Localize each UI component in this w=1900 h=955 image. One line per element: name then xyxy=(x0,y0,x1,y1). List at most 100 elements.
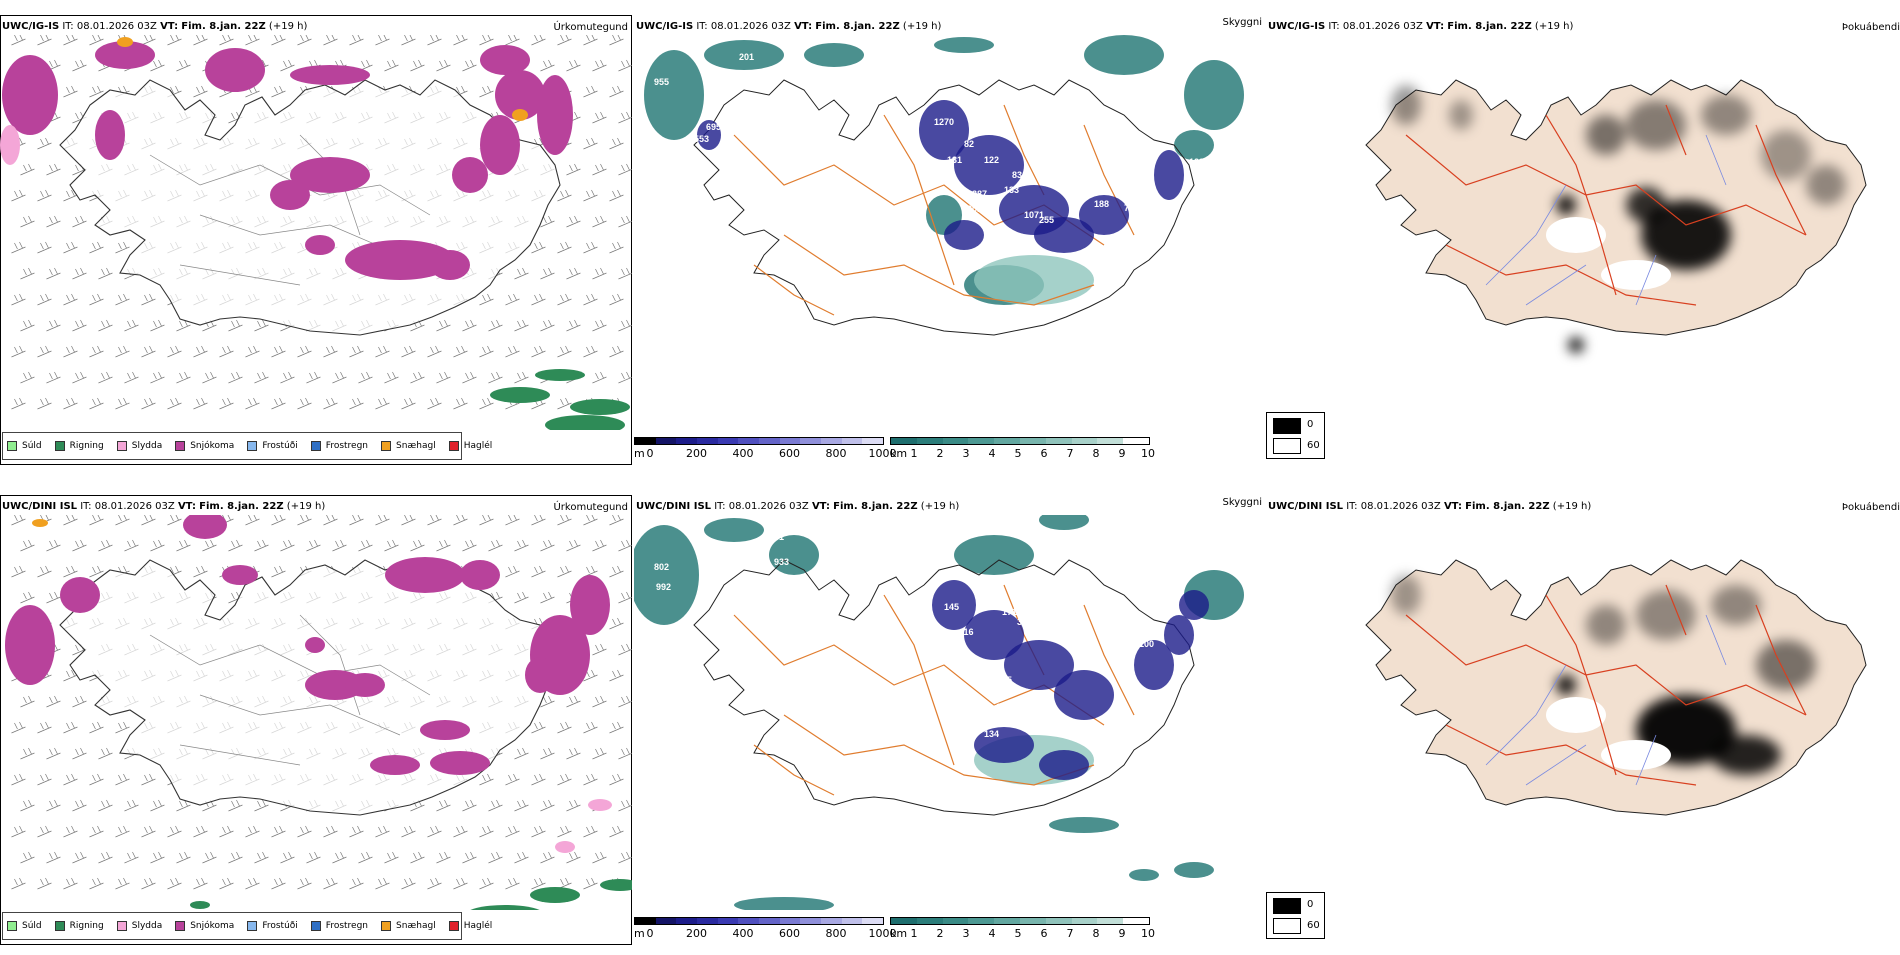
panel-header: UWC/DINI ISL IT: 08.01.2026 03Z VT: Fim.… xyxy=(1268,501,1591,513)
cloud-base-label: 123 xyxy=(1189,157,1204,167)
colorbar-unit: m xyxy=(634,447,645,460)
low-cloud-base-area xyxy=(1004,640,1074,690)
snow-area xyxy=(290,157,370,193)
panel-title-precip: Úrkomutegund xyxy=(553,502,628,513)
cloud-base-label: 116 xyxy=(959,627,974,637)
vt-value: Fim. 8.jan. 22Z xyxy=(815,21,900,32)
glacier xyxy=(1601,260,1671,290)
cloud-base-label: 1270 xyxy=(934,117,954,127)
vt-value: Fim. 8.jan. 22Z xyxy=(1447,21,1532,32)
it-value: 08.01.2026 03Z xyxy=(94,501,175,512)
legend-item: Snæhagl xyxy=(381,921,436,931)
colorbar-tick: 3 xyxy=(962,447,970,460)
roads xyxy=(149,614,431,766)
legend-swatch xyxy=(448,921,459,931)
visibility-area xyxy=(974,255,1094,305)
vt-value: Fim. 8.jan. 22Z xyxy=(833,501,918,512)
cloud-base-label: 1071 xyxy=(1024,210,1044,220)
legend-label: Frostregn xyxy=(325,921,369,931)
low-visibility-area xyxy=(1049,817,1119,833)
legend-label: Rigning xyxy=(69,441,104,451)
snow-area xyxy=(290,65,370,85)
colorbar-tick: 1 xyxy=(910,447,918,460)
it-value: 08.01.2026 03Z xyxy=(710,21,791,32)
colorbar-tick: 200 xyxy=(686,447,707,460)
snow-area xyxy=(460,560,500,590)
snow-area xyxy=(525,657,555,693)
model-name: UWC/DINI ISL xyxy=(1268,501,1344,512)
precip-type-legend: Súld Rigning Slydda Snjókoma Frostúði Frostre… xyxy=(2,432,492,460)
low-visibility-area xyxy=(634,525,699,625)
snow-area xyxy=(480,115,520,175)
cloud-base-label: 226 xyxy=(764,115,779,125)
cloud-base-label: 846 xyxy=(1149,627,1164,637)
fog-legend-low-label: 60 xyxy=(1307,920,1320,931)
it-label: IT: xyxy=(1328,21,1340,32)
map-frame xyxy=(0,495,632,945)
rain-area xyxy=(545,415,625,430)
lead-time: (+19 h) xyxy=(1534,21,1574,32)
colorbar-tick: 400 xyxy=(732,927,754,940)
cloud-base-label: 387 xyxy=(972,189,987,199)
cloud-base-label: 145 xyxy=(944,602,959,612)
low-cloud-base-area xyxy=(1179,590,1209,620)
legend-label: Snæhagl xyxy=(396,441,436,451)
cloud-base-colorbar: m 0 200 400 600 800 1000 xyxy=(634,917,897,940)
snow-area xyxy=(480,45,530,75)
glacier xyxy=(1546,697,1606,733)
vt-label: VT: xyxy=(1426,21,1445,32)
low-visibility-area xyxy=(704,518,764,542)
legend-item: Súld xyxy=(7,921,42,931)
model-name: UWC/IG-IS xyxy=(1268,21,1326,32)
cloud-base-label: 802 xyxy=(654,562,669,572)
panel-header: UWC/IG-IS IT: 08.01.2026 03Z VT: Fim. 8.… xyxy=(2,21,307,33)
panel-title-precip: Úrkomutegund xyxy=(553,22,628,33)
rivers xyxy=(1485,614,1727,786)
model-name: UWC/DINI ISL xyxy=(636,501,712,512)
cloud-base-label: 933 xyxy=(774,557,789,567)
low-cloud-base-area xyxy=(1154,150,1184,200)
snow-area xyxy=(537,75,573,155)
low-visibility-area xyxy=(1084,35,1164,75)
cloud-base-label: 655 xyxy=(996,702,1011,712)
legend-swatch xyxy=(247,441,258,451)
legend-label: Súld xyxy=(22,921,42,931)
colorbar-tick: 800 xyxy=(825,447,847,460)
cloud-base-label: 74 xyxy=(1124,203,1134,213)
fog-legend-high-swatch xyxy=(1273,898,1301,914)
low-cloud-base-area xyxy=(1039,750,1089,780)
low-cloud-base-area xyxy=(697,120,721,150)
rain-area xyxy=(530,887,580,903)
snow-area xyxy=(305,235,335,255)
legend-swatch xyxy=(247,921,258,931)
panel-title-cloud: Skyggni xyxy=(1222,17,1262,28)
legend-swatch xyxy=(175,441,186,451)
fog-legend-low-swatch xyxy=(1273,918,1301,934)
cloud-base-label: 134 xyxy=(984,729,999,739)
cloud-base-label: 171 xyxy=(1002,607,1017,617)
snow-area xyxy=(2,55,58,135)
legend-swatch xyxy=(381,441,392,451)
panel-header: UWC/DINI ISL IT: 08.01.2026 03Z VT: Fim.… xyxy=(2,501,325,513)
cloud-base-label: 133 xyxy=(1004,185,1019,195)
colorbar-tick: 200 xyxy=(686,927,707,940)
colorbar-tick: 5 xyxy=(1014,927,1022,940)
rain-area xyxy=(535,369,585,381)
low-visibility-area xyxy=(769,535,819,575)
legend-swatch xyxy=(54,921,65,931)
low-visibility-area xyxy=(704,40,784,70)
glacier xyxy=(1546,217,1606,253)
colorbar-tick: 1000 xyxy=(868,927,897,940)
lead-time: (+19 h) xyxy=(286,501,326,512)
legend-item: Frostregn xyxy=(310,921,369,931)
low-visibility-area xyxy=(734,897,834,910)
low-cloud-base-area xyxy=(1164,615,1194,655)
it-label: IT: xyxy=(62,21,74,32)
cloud-base-label: 201 xyxy=(967,204,982,214)
colorbar-tick: 3 xyxy=(962,927,970,940)
colorbar-tick: 0 xyxy=(646,447,654,460)
low-visibility-area xyxy=(1174,130,1214,160)
visibility-colorbar: km 1 2 3 4 5 6 7 8 9 10 xyxy=(890,917,1155,940)
vt-label: VT: xyxy=(794,21,813,32)
